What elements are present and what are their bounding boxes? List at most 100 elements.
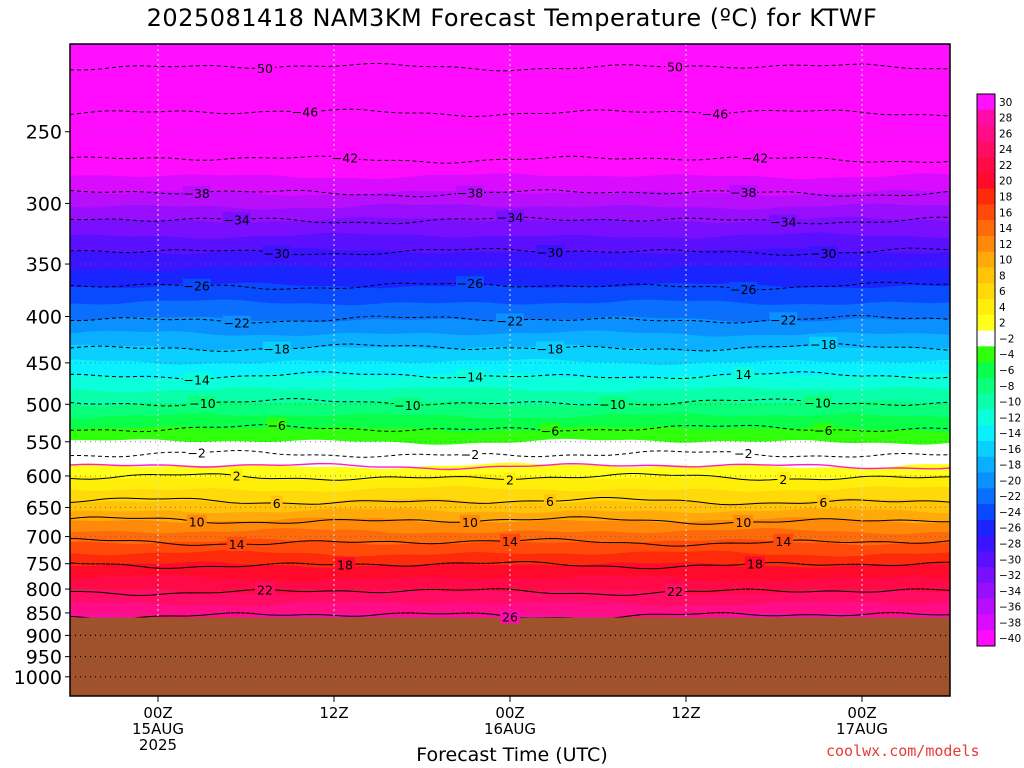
contour-label-bg [500, 609, 520, 624]
y-tick-label: 750 [26, 554, 62, 576]
contour-label: −42 [742, 150, 768, 165]
colorbar-swatch [977, 330, 995, 347]
contour-label: 14 [229, 537, 245, 552]
y-tick-label: 850 [26, 603, 62, 625]
contour-label-bg [729, 281, 758, 296]
colorbar-label: 28 [999, 113, 1012, 125]
colorbar-label: −38 [999, 617, 1021, 629]
colorbar-label: −20 [999, 475, 1021, 487]
colorbar-label: 8 [999, 270, 1006, 282]
x-tick-label: 16AUG [484, 720, 536, 738]
contour-label: −34 [770, 214, 796, 229]
colorbar-swatch [977, 267, 995, 284]
colorbar-swatch [977, 582, 995, 600]
contour-label: −10 [394, 398, 420, 413]
contour-label-bg [222, 212, 251, 227]
contour-label: −10 [599, 397, 625, 412]
contour-label-bg [291, 104, 319, 119]
contour-label-bg [733, 366, 754, 381]
colorbar-label: −30 [999, 554, 1021, 566]
colorbar-label: −18 [999, 460, 1021, 472]
source-credit: coolwx.com/models [826, 742, 980, 760]
contour-label: −18 [263, 342, 289, 357]
colorbar-label: 14 [999, 223, 1013, 235]
contour-label-bg [188, 396, 217, 411]
colorbar-label: 6 [999, 286, 1006, 298]
contour-line [70, 497, 950, 506]
contour-label: 6 [273, 496, 281, 511]
colorbar-swatch [977, 551, 995, 568]
colorbar-swatch [977, 188, 995, 205]
colorbar-swatch [977, 125, 995, 142]
contour-label: 14 [735, 367, 751, 382]
contour-label-bg [741, 150, 769, 165]
colorbar-label: −28 [999, 538, 1021, 550]
contour-label: 26 [502, 610, 518, 625]
contour-label: −26 [183, 279, 209, 294]
contour-label-bg [496, 210, 524, 225]
colorbar-label: 24 [999, 144, 1013, 156]
y-tick-label: 450 [26, 353, 62, 375]
contour-label: −10 [804, 396, 830, 411]
contour-label: −6 [541, 424, 559, 439]
colorbar-swatch [977, 519, 995, 537]
x-tick-label: 15AUG [132, 720, 184, 738]
colorbar-swatch [977, 472, 995, 489]
x-tick-label: 12Z [671, 704, 700, 722]
colorbar-label: −40 [999, 633, 1021, 645]
colorbar-label: −4 [999, 349, 1015, 361]
contour-label-bg [335, 557, 355, 572]
contour-label-bg [665, 584, 685, 599]
contour-label-bg [226, 537, 247, 552]
contour-label: 2 [779, 472, 787, 487]
contour-label-bg [230, 468, 243, 483]
colorbar-label: −12 [999, 412, 1021, 424]
contour-label: 2 [233, 469, 241, 484]
contour-label-bg [182, 372, 211, 387]
colorbar-swatch [977, 109, 995, 127]
contour-label-bg [460, 514, 480, 529]
contour-label: 10 [462, 515, 478, 530]
colorbar-swatch [977, 172, 995, 190]
colorbar-swatch [977, 393, 995, 410]
contour-label: −34 [497, 210, 523, 225]
contour-label: −30 [263, 246, 289, 261]
x-tick-label: 12Z [319, 704, 348, 722]
y-tick-label: 350 [26, 254, 62, 276]
contour-label-bg [331, 150, 359, 165]
colorbar-label: −36 [999, 602, 1021, 614]
y-tick-label: 300 [26, 193, 62, 215]
x-axis-label: Forecast Time (UTC) [416, 744, 608, 766]
contour-label: −2 [461, 447, 479, 462]
contour-label-bg [255, 61, 275, 76]
contour-label-bg [456, 276, 484, 291]
colorbar-swatch [977, 251, 995, 268]
colorbar-swatch [977, 94, 995, 111]
contour-label-bg [769, 312, 798, 327]
contour-label: 22 [257, 582, 273, 597]
contour-label: 22 [667, 584, 683, 599]
contour-label-bg [393, 397, 422, 412]
contour-label-bg [809, 246, 838, 261]
contour-label-bg [456, 185, 484, 200]
colorbar-swatch [977, 456, 995, 474]
colorbar-swatch [977, 425, 995, 442]
colorbar-swatch [977, 409, 995, 426]
colorbar-swatch [977, 440, 995, 458]
contour-label: −18 [810, 337, 836, 352]
contour-label-bg [745, 556, 765, 571]
contour-label-bg [769, 214, 798, 229]
contour-label-bg [182, 278, 211, 293]
contour-label: −30 [537, 245, 563, 260]
contour-label: −22 [770, 312, 796, 327]
colorbar-swatch [977, 504, 995, 521]
contour-label: 50 [257, 61, 273, 76]
colorbar-swatch [977, 488, 995, 505]
contour-label-bg [809, 336, 838, 351]
contour-label: −38 [730, 185, 756, 200]
x-tick-label: 2025 [139, 736, 177, 754]
ground-grid-lines [70, 634, 950, 678]
contour-label-bg [813, 423, 834, 438]
freezing-line [70, 462, 950, 471]
